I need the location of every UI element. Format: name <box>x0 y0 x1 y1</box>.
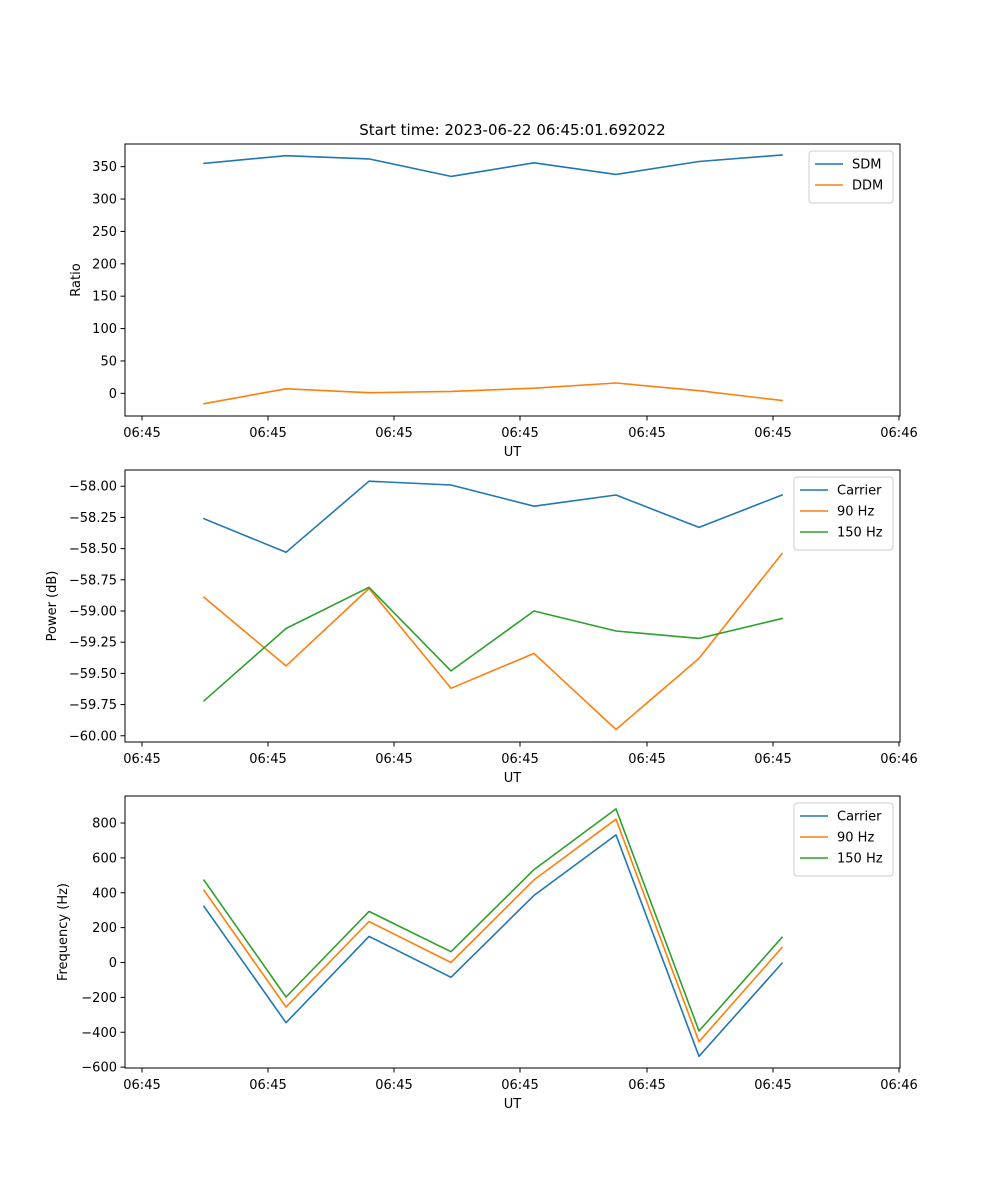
legend-label: 90 Hz <box>837 831 874 846</box>
x-tick-label: 06:45 <box>123 752 160 767</box>
series-line-ddm <box>203 382 783 405</box>
x-tick-label: 06:45 <box>754 1078 791 1093</box>
x-tick-label: 06:45 <box>628 752 665 767</box>
x-tick-label: 06:46 <box>880 426 917 441</box>
x-tick-label: 06:45 <box>123 426 160 441</box>
series-line-150-hz <box>202 808 784 1032</box>
y-tick-label: −400 <box>81 1026 117 1041</box>
x-tick-label: 06:45 <box>249 426 286 441</box>
axes-frame <box>124 469 901 743</box>
x-tick-label: 06:45 <box>375 1078 412 1093</box>
x-tick-label: 06:45 <box>375 426 412 441</box>
y-tick-label: 250 <box>92 225 117 240</box>
y-tick-label: 200 <box>92 921 117 936</box>
legend-label: 90 Hz <box>837 505 874 520</box>
subplot-2: 06:45 06:45 06:45 06:45 06:45 06:45 06:46 −60.0… <box>45 469 918 786</box>
legend: Carrier 90 Hz 150 Hz <box>793 476 894 551</box>
y-tick-label: −60.00 <box>69 729 117 744</box>
legend: Carrier 90 Hz 150 Hz <box>793 802 894 877</box>
y-tick-label: 200 <box>92 257 117 272</box>
x-tick-label: 06:45 <box>754 426 791 441</box>
y-axis-label: Power (dB) <box>45 571 60 642</box>
series-line-carrier <box>202 834 784 1058</box>
series-line-carrier <box>202 480 784 554</box>
subplot-3: 06:45 06:45 06:45 06:45 06:45 06:45 06:46 −600 −… <box>56 795 918 1112</box>
figure-title: Start time: 2023-06-22 06:45:01.692022 <box>359 121 665 139</box>
x-tick-label: 06:45 <box>501 1078 538 1093</box>
y-tick-label: 350 <box>92 160 117 175</box>
y-tick-label: 800 <box>92 817 117 832</box>
legend-label: SDM <box>852 158 881 173</box>
subplot-1: 06:45 06:45 06:45 06:45 06:45 06:45 06:46 0 50 10… <box>69 143 918 460</box>
y-tick-label: −59.00 <box>69 604 117 619</box>
y-tick-label: −58.25 <box>69 511 117 526</box>
x-axis-label: UT <box>504 771 522 786</box>
y-tick-label: 300 <box>92 193 117 208</box>
y-tick-label: 0 <box>109 956 117 971</box>
series-line-sdm <box>203 154 783 178</box>
x-tick-label: 06:46 <box>880 752 917 767</box>
legend-label: DDM <box>852 179 883 194</box>
y-tick-label: −200 <box>81 991 117 1006</box>
y-tick-label: 400 <box>92 886 117 901</box>
x-tick-label: 06:45 <box>249 752 286 767</box>
legend: SDM DDM <box>808 150 894 204</box>
x-tick-label: 06:45 <box>754 752 791 767</box>
series-line-90-hz <box>202 818 784 1043</box>
y-tick-label: −59.25 <box>69 636 117 651</box>
y-tick-label: 100 <box>92 322 117 337</box>
y-tick-label: −59.50 <box>69 667 117 682</box>
legend-label: 150 Hz <box>837 526 883 541</box>
axes-frame <box>124 143 901 417</box>
x-tick-label: 06:45 <box>628 426 665 441</box>
y-tick-label: −58.00 <box>69 480 117 495</box>
x-tick-label: 06:45 <box>123 1078 160 1093</box>
y-axis-label: Ratio <box>69 263 84 296</box>
legend-label: Carrier <box>837 484 882 499</box>
x-axis-label: UT <box>504 445 522 460</box>
y-tick-label: −59.75 <box>69 698 117 713</box>
y-tick-label: −58.50 <box>69 542 117 557</box>
x-tick-label: 06:46 <box>880 1078 917 1093</box>
x-tick-label: 06:45 <box>628 1078 665 1093</box>
y-tick-label: −600 <box>81 1061 117 1076</box>
axes-frame <box>124 795 901 1069</box>
y-tick-label: 0 <box>109 387 117 402</box>
y-tick-label: −58.75 <box>69 573 117 588</box>
x-tick-label: 06:45 <box>375 752 412 767</box>
legend-label: 150 Hz <box>837 852 883 867</box>
x-tick-label: 06:45 <box>501 752 538 767</box>
y-axis-label: Frequency (Hz) <box>56 883 71 981</box>
x-tick-label: 06:45 <box>501 426 538 441</box>
legend-label: Carrier <box>837 810 882 825</box>
x-axis-label: UT <box>504 1097 522 1112</box>
y-tick-label: 50 <box>100 354 117 369</box>
y-tick-label: 150 <box>92 290 117 305</box>
series-line-150-hz <box>202 586 783 702</box>
y-tick-label: 600 <box>92 851 117 866</box>
series-line-90-hz <box>202 552 784 731</box>
x-tick-label: 06:45 <box>249 1078 286 1093</box>
